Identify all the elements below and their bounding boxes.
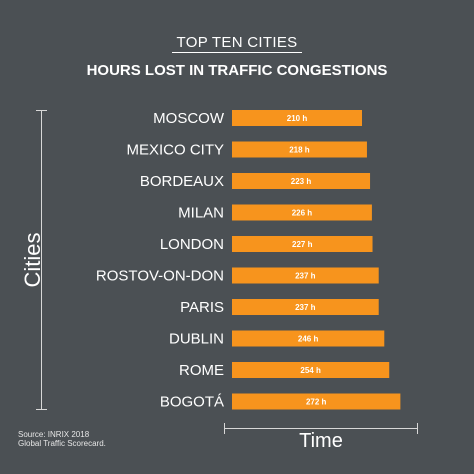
x-axis-label: Time (299, 430, 343, 452)
value-label-3: 226 h (292, 209, 313, 218)
category-label-5: ROSTOV-ON-DON (96, 268, 224, 285)
value-label-1: 218 h (289, 146, 310, 155)
subtitle-text: TOP TEN CITIES (176, 34, 298, 51)
category-label-3: MILAN (178, 205, 224, 222)
value-label-5: 237 h (295, 272, 316, 281)
bar-9 (232, 393, 401, 410)
category-label-7: DUBLIN (169, 331, 224, 348)
x-axis-tick-left (224, 423, 225, 434)
x-axis-tick-right (417, 423, 418, 434)
y-axis-line (41, 110, 42, 410)
y-axis-tick-top (36, 110, 47, 111)
bar-5 (232, 267, 379, 284)
category-label-4: LONDON (160, 236, 224, 253)
value-label-7: 246 h (298, 335, 319, 344)
source-line-1: Source: INRIX 2018 (18, 430, 90, 439)
value-label-8: 254 h (300, 366, 321, 375)
category-label-0: MOSCOW (153, 110, 225, 127)
category-label-2: BORDEAUX (140, 173, 224, 190)
source-line-2: Global Traffic Scorecard. (18, 439, 106, 448)
bar-1 (232, 141, 367, 158)
category-label-1: MEXICO CITY (126, 142, 224, 159)
bar-3 (232, 204, 372, 221)
value-label-6: 237 h (295, 303, 316, 312)
source-note: Source: INRIX 2018 Global Traffic Scorec… (18, 430, 106, 448)
bar-6 (232, 299, 379, 315)
bar-4 (232, 236, 373, 252)
x-axis-line (224, 428, 418, 429)
chart-title: HOURS LOST IN TRAFFIC CONGESTIONS (86, 62, 388, 79)
category-label-6: PARIS (180, 299, 224, 316)
value-label-9: 272 h (306, 398, 327, 407)
y-axis-tick-bottom (36, 409, 47, 410)
value-label-4: 227 h (292, 240, 313, 249)
chart-subtitle: TOP TEN CITIES (0, 34, 474, 53)
value-label-2: 223 h (291, 177, 312, 186)
bar-0 (232, 110, 362, 126)
bar-8 (232, 362, 390, 378)
value-label-0: 210 h (287, 114, 308, 123)
category-label-9: BOGOTÁ (160, 394, 224, 411)
bar-2 (232, 173, 371, 189)
subtitle-underline (172, 52, 302, 53)
category-label-8: ROME (179, 362, 224, 379)
bar-7 (232, 330, 385, 347)
